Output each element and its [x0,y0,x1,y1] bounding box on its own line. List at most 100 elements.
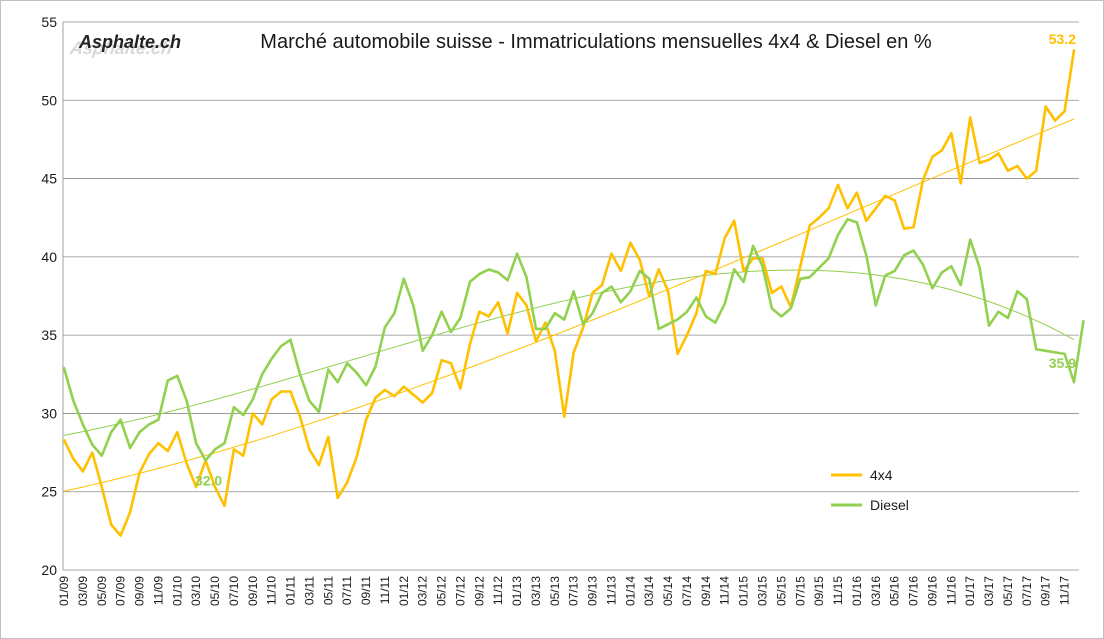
x-tick-label: 03/17 [982,576,996,606]
data-point-4x4 [336,496,339,500]
data-point-diesel [969,238,972,241]
data-point-4x4 [695,312,698,315]
data-point-4x4 [185,462,188,465]
data-point-diesel [534,327,538,331]
data-point-diesel [185,399,188,403]
data-point-4x4 [308,448,311,451]
logo: Asphalte.ch Asphalte.ch [68,32,181,58]
data-point-diesel [638,269,641,273]
data-point-4x4 [591,291,594,295]
data-point-4x4 [91,451,94,454]
data-point-4x4 [969,116,972,119]
x-tick-label: 07/11 [340,576,354,605]
data-point-4x4 [270,398,273,401]
data-point-4x4 [487,315,490,318]
x-tick-label: 11/17 [1058,576,1072,605]
data-point-diesel [846,218,849,221]
x-tick-label: 09/11 [359,576,373,605]
data-point-diesel [72,399,75,403]
data-point-4x4 [638,258,641,262]
data-point-4x4 [138,471,141,475]
data-point-diesel [487,268,490,271]
data-point-4x4 [761,257,764,260]
data-point-diesel [336,380,339,384]
x-tick-label: 11/14 [718,576,732,605]
data-point-4x4 [100,485,104,489]
data-point-4x4 [648,294,651,298]
data-point-diesel [440,310,443,313]
data-point-4x4 [978,161,981,165]
data-point-4x4 [563,415,566,418]
data-point-diesel [279,344,283,348]
data-point-diesel [619,301,623,304]
data-point-4x4 [242,454,245,457]
data-point-4x4 [912,225,915,229]
data-point-4x4 [997,152,1000,155]
x-tick-label: 05/17 [1001,576,1015,606]
data-point-4x4 [440,359,443,362]
x-tick-label: 05/12 [435,576,449,606]
data-point-diesel [412,304,415,307]
data-point-4x4 [128,510,132,514]
data-point-diesel [1025,297,1029,301]
data-point-4x4 [412,393,415,396]
data-point-4x4 [81,470,85,473]
data-point-4x4 [987,158,991,161]
data-point-diesel [582,323,585,326]
data-point-diesel [714,321,717,324]
data-point-4x4 [430,391,434,395]
data-series [62,49,1085,537]
data-point-diesel [733,268,736,271]
data-point-4x4 [572,351,575,354]
x-tick-label: 11/16 [944,576,958,605]
data-point-4x4 [799,265,802,268]
data-point-4x4 [600,283,604,287]
data-point-4x4 [902,227,906,230]
data-point-diesel [817,266,821,269]
data-point-4x4 [317,463,321,467]
data-point-diesel [298,373,302,376]
x-tick-label: 01/15 [737,576,751,606]
data-point-diesel [91,443,94,446]
data-point-diesel [308,399,311,403]
data-point-4x4 [1016,164,1019,168]
x-tick-label: 07/17 [1020,576,1034,606]
x-tick-label: 01/11 [284,576,298,605]
x-tick-label: 03/11 [302,576,316,605]
data-point-4x4 [865,219,868,222]
data-point-diesel [751,244,755,248]
y-tick-label: 50 [41,92,57,108]
data-point-4x4 [62,438,66,442]
x-tick-label: 07/16 [907,576,921,606]
data-point-4x4 [421,401,424,404]
data-point-4x4 [176,431,179,434]
data-point-diesel [119,418,122,421]
x-tick-label: 11/12 [491,576,505,605]
data-point-diesel [940,271,944,274]
data-point-4x4 [921,178,925,182]
data-point-4x4 [166,449,169,453]
data-point-4x4 [119,534,122,537]
x-tick-label: 05/14 [661,576,675,606]
x-tick-label: 03/15 [756,576,770,606]
data-point-diesel [827,257,830,260]
data-point-diesel [563,318,566,321]
data-point-4x4 [950,132,953,135]
data-point-diesel [355,371,358,374]
data-point-diesel [62,366,66,370]
data-point-4x4 [582,326,585,329]
end-value-label-4x4: 53.2 [1049,31,1076,47]
data-point-diesel [987,324,991,327]
data-point-diesel [1035,348,1038,351]
data-point-4x4 [704,269,708,273]
data-point-4x4 [72,457,75,460]
x-tick-label: 09/17 [1039,576,1053,606]
data-point-diesel [676,318,679,321]
data-point-4x4 [931,155,934,158]
data-point-diesel [544,327,547,331]
data-point-4x4 [733,219,736,222]
y-tick-label: 30 [41,405,57,421]
data-point-diesel [704,315,708,318]
data-point-diesel [884,274,887,277]
